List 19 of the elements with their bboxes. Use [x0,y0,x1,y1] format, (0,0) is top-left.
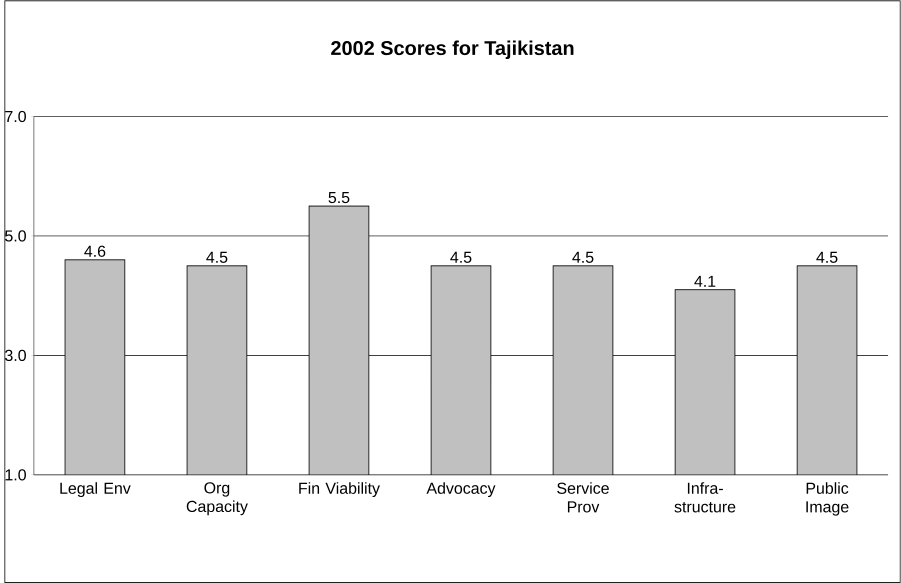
x-tick-label: Legal Env [60,482,131,497]
y-tick-label: 7.0 [5,110,26,122]
data-label: 4.5 [206,252,228,263]
data-label: 4.5 [816,252,838,263]
x-tick-label: Public Image [806,482,848,516]
chart-title: 2002 Scores for Tajikistan [331,40,574,59]
x-tick-label: Infra-structure [674,482,736,512]
x-tick-label: Service Prov [557,482,609,512]
data-label: 4.1 [694,276,716,287]
data-label: 4.6 [84,245,106,257]
y-tick-label: 3.0 [5,350,26,361]
y-tick-label: 5.0 [5,230,26,242]
x-tick-label: Advocacy [426,482,496,497]
data-label: 5.5 [328,192,350,203]
data-label: 4.5 [450,252,472,263]
y-tick-label: 1.0 [6,469,26,480]
x-tick-label: Org Capacity [186,482,248,516]
x-tick-label: Fin Viability [299,482,380,497]
data-label: 4.5 [572,252,594,263]
